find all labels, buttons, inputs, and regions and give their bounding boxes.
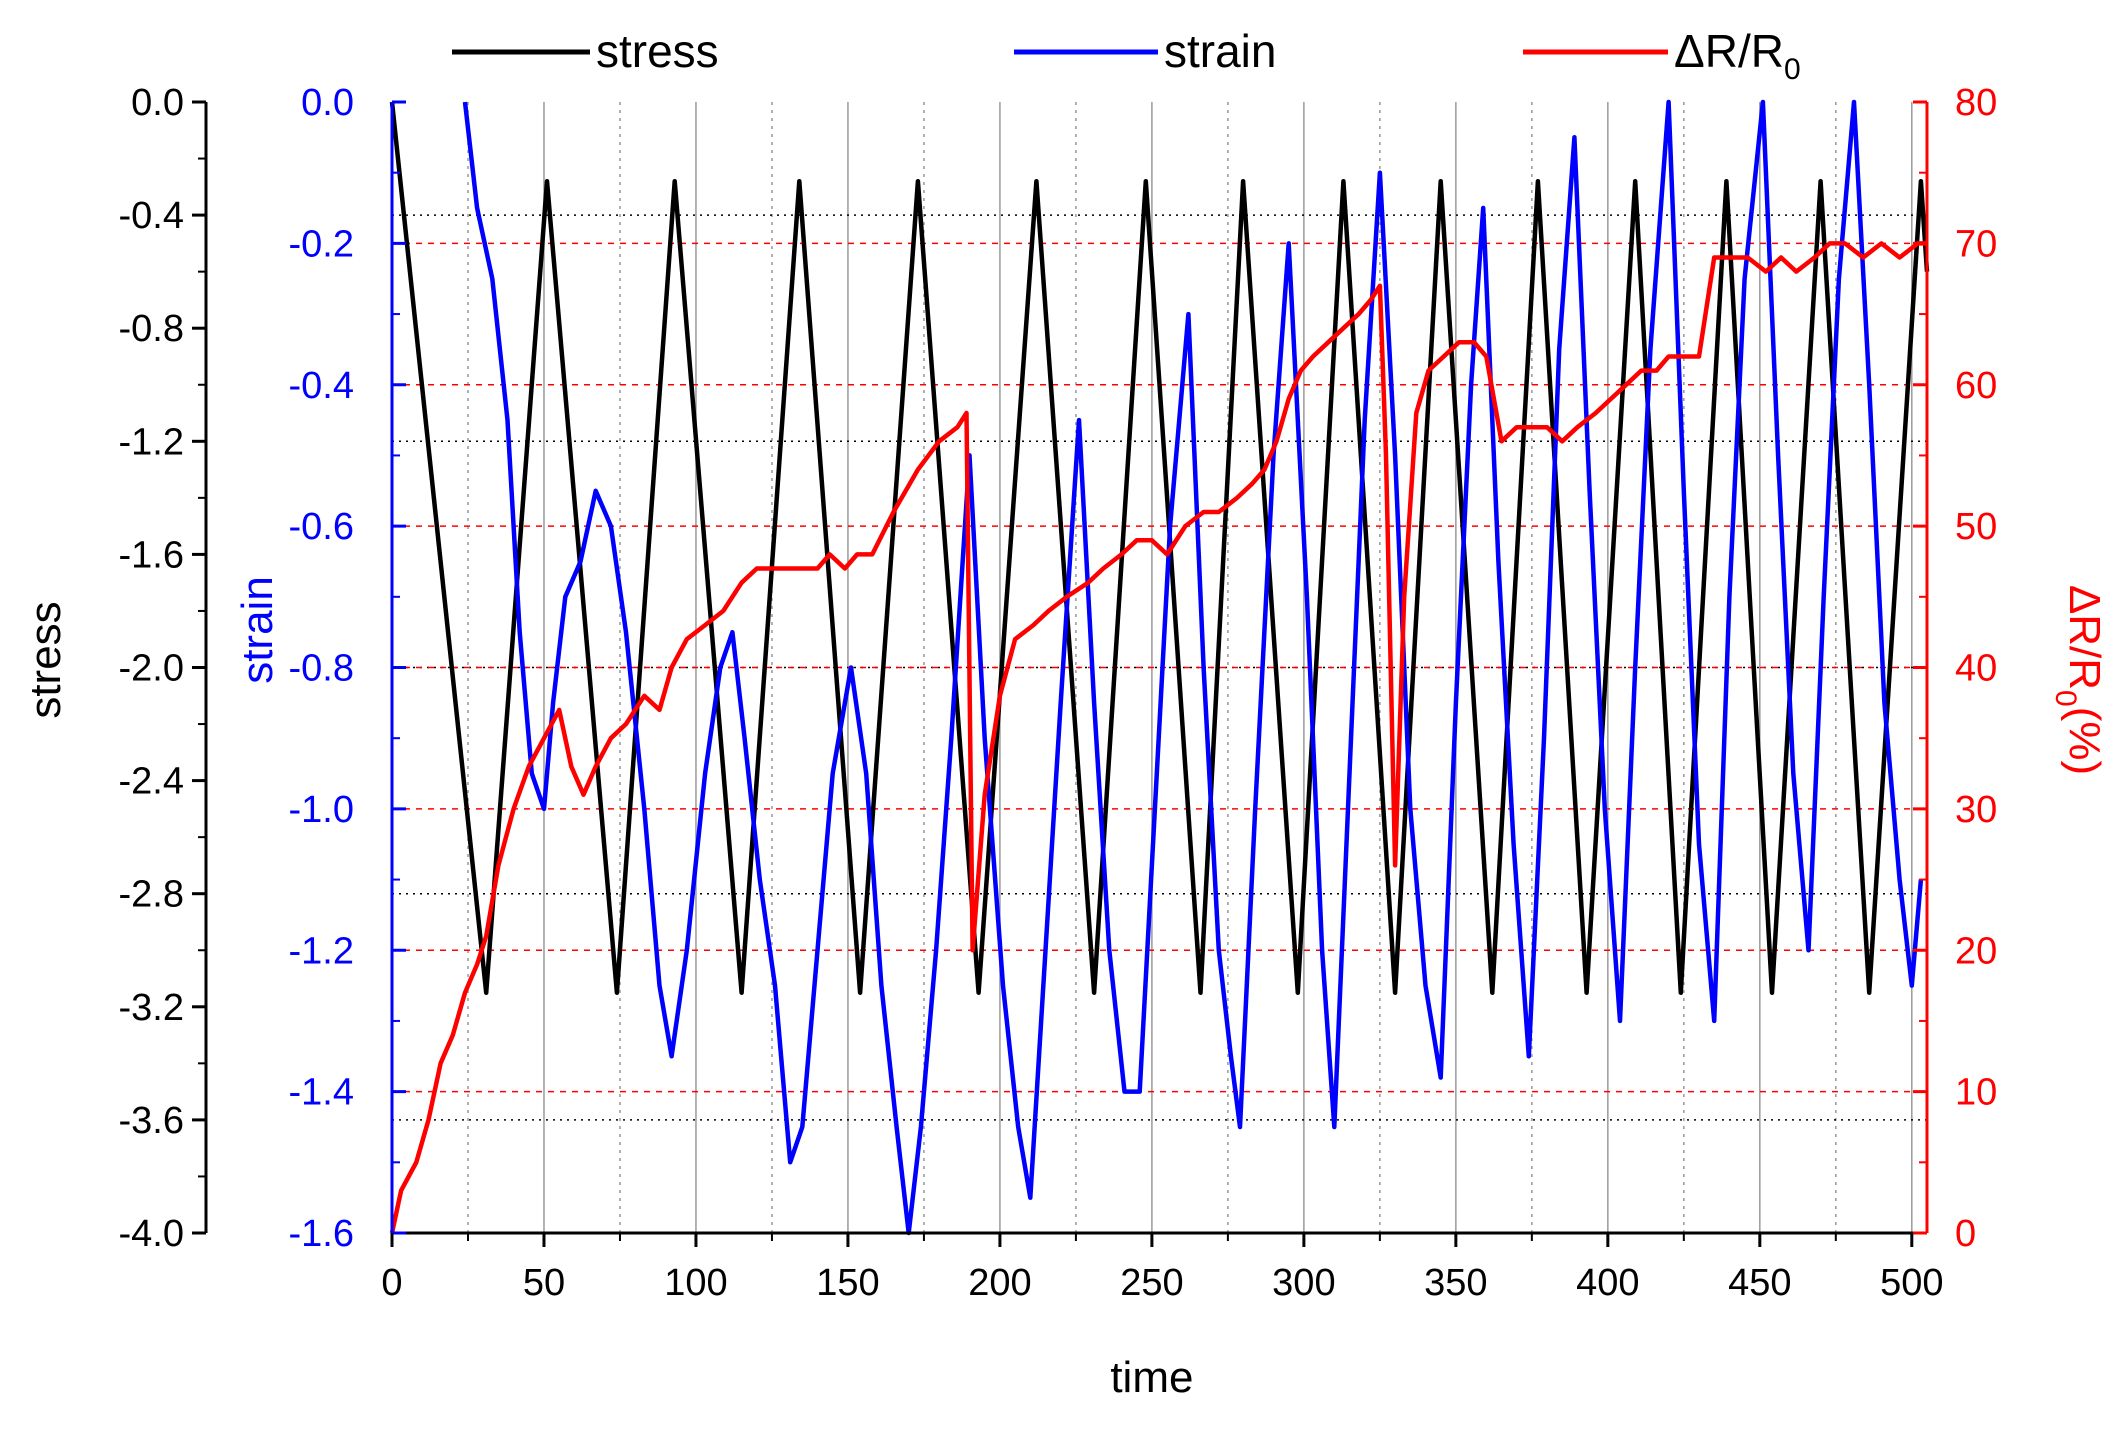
series-line-resistance (389, 241, 1927, 1234)
stress-tick-label: 0.0 (131, 82, 184, 124)
resistance-tick-label: 20 (1955, 930, 1997, 972)
strain-tick-label: -0.8 (289, 648, 354, 690)
stress-tick-label: -2.8 (119, 874, 184, 916)
x-tick-label: 250 (1120, 1262, 1183, 1304)
grid (392, 102, 1927, 1233)
strain-axis-title: strain (233, 576, 282, 684)
x-axis-title: time (1110, 1353, 1193, 1402)
stress-tick-label: -0.4 (119, 195, 184, 237)
x-tick-label: 50 (523, 1262, 565, 1304)
strain-tick-label: -0.4 (289, 365, 354, 407)
resistance-tick-label: 0 (1955, 1213, 1976, 1255)
resistance-tick-label: 80 (1955, 82, 1997, 124)
x-tick-label: 200 (968, 1262, 1031, 1304)
stress-tick-label: -0.8 (119, 308, 184, 350)
x-tick-label: 150 (816, 1262, 879, 1304)
stress-tick-label: -2.4 (119, 761, 184, 803)
stress-tick-label: -3.2 (119, 987, 184, 1029)
legend-label: strain (1164, 25, 1276, 77)
strain-tick-label: -1.2 (289, 930, 354, 972)
legend-label: ΔR/R0 (1674, 25, 1801, 86)
resistance-tick-label: 50 (1955, 506, 1997, 548)
series-line-stress (389, 101, 1930, 995)
series-line-strain (462, 99, 1924, 1236)
x-tick-label: 400 (1576, 1262, 1639, 1304)
strain-tick-label: 0.0 (301, 82, 354, 124)
resistance-tick-label: 60 (1955, 365, 1997, 407)
resistance-axis-title: ΔR/R0(%) (2049, 585, 2109, 775)
x-tick-label: 350 (1424, 1262, 1487, 1304)
strain-tick-label: -1.4 (289, 1072, 354, 1114)
resistance-tick-label: 40 (1955, 648, 1997, 690)
strain-tick-label: -0.2 (289, 223, 354, 265)
stress-tick-label: -2.0 (119, 648, 184, 690)
series-lines (389, 99, 1930, 1236)
legend: stress strain ΔR/R0 (452, 25, 1801, 86)
resistance-tick-label: 10 (1955, 1072, 1997, 1114)
x-tick-label: 0 (381, 1262, 402, 1304)
x-tick-label: 500 (1880, 1262, 1943, 1304)
x-tick-label: 450 (1728, 1262, 1791, 1304)
resistance-tick-label: 70 (1955, 223, 1997, 265)
x-tick-label: 100 (664, 1262, 727, 1304)
strain-tick-label: -0.6 (289, 506, 354, 548)
legend-label: stress (596, 25, 719, 77)
stress-tick-label: -3.6 (119, 1100, 184, 1142)
stress-axis-title: stress (21, 601, 70, 718)
axes: 0.0 -0.4 -0.8 -1.2 -1.6 -2.0 -2.4 -2.8 -3.2 -3.6 -… (21, 82, 2109, 1402)
stress-tick-label: -4.0 (119, 1213, 184, 1255)
stress-tick-label: -1.6 (119, 534, 184, 576)
strain-tick-label: -1.0 (289, 789, 354, 831)
resistance-tick-label: 30 (1955, 789, 1997, 831)
stress-tick-label: -1.2 (119, 421, 184, 463)
x-tick-label: 300 (1272, 1262, 1335, 1304)
strain-tick-label: -1.6 (289, 1213, 354, 1255)
